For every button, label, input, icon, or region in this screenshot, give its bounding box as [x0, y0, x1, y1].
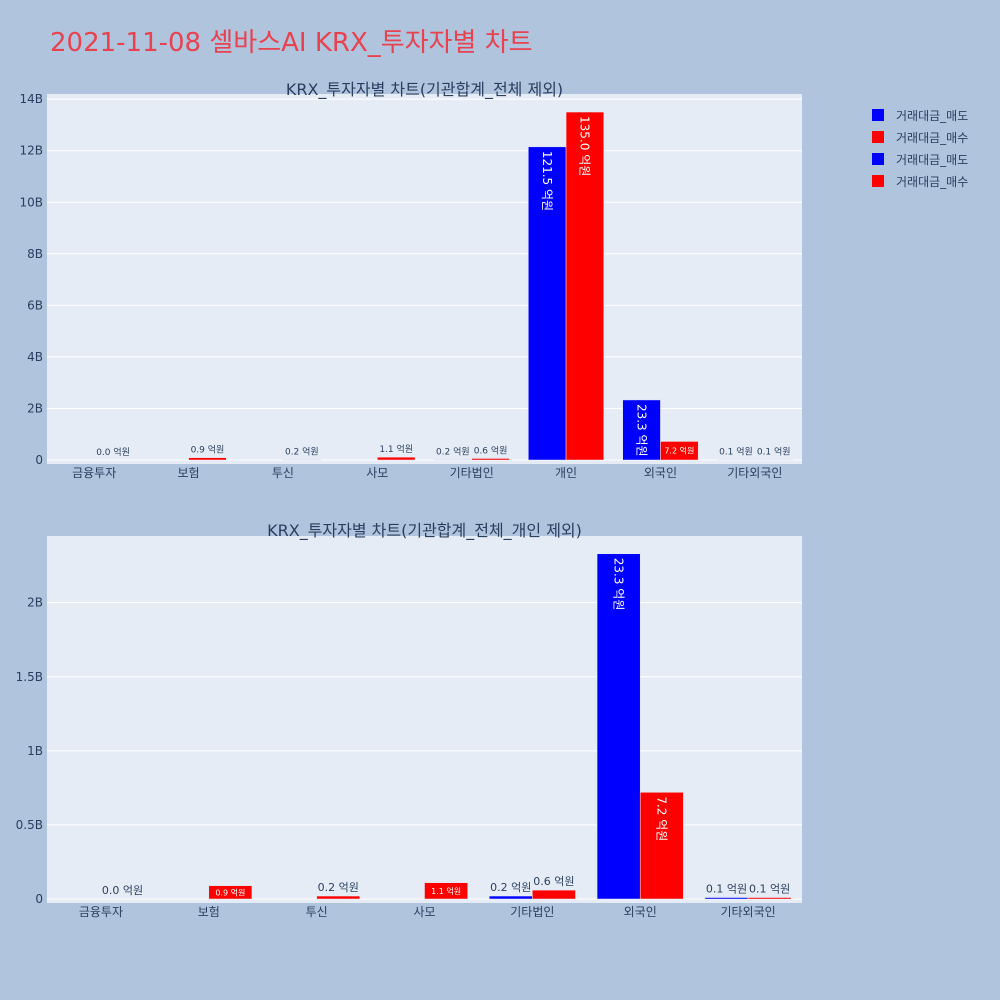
legend-label: 거래대금_매수 — [896, 130, 969, 145]
data-label: 0.2 억원 — [285, 445, 319, 457]
data-label: 0.6 억원 — [474, 444, 508, 456]
data-label: 0.1 억원 — [706, 883, 747, 896]
data-label: 23.3 억원 — [634, 404, 648, 457]
bar — [433, 459, 472, 461]
data-label: 0.9 억원 — [215, 887, 245, 897]
bar — [377, 456, 416, 461]
x-tick-label: 기타법인 — [450, 466, 494, 480]
bar — [565, 111, 605, 461]
x-tick-label: 개인 — [555, 466, 577, 480]
x-tick-label: 보험 — [178, 466, 200, 480]
bar — [471, 458, 510, 461]
bar — [639, 792, 684, 900]
legend-swatch-icon — [872, 109, 884, 121]
legend-item[interactable]: 거래대금_매수 — [872, 170, 968, 192]
legend[interactable]: 거래대금_매도 거래대금_매수 거래대금_매도 거래대금_매수 — [872, 104, 968, 192]
data-label: 0.0 억원 — [96, 446, 130, 458]
data-label: 135.0 억원 — [578, 116, 592, 176]
x-tick-label: 기타외국인 — [727, 466, 782, 480]
y-tick-label: 1.5B — [16, 670, 43, 684]
legend-swatch-icon — [872, 153, 884, 165]
data-label: 23.3 억원 — [611, 558, 625, 611]
plot-area — [47, 94, 802, 464]
data-label: 0.2 억원 — [490, 881, 531, 894]
data-label: 1.1 억원 — [379, 443, 413, 455]
y-tick-label: 0 — [35, 453, 43, 467]
data-label: 0.1 억원 — [749, 883, 790, 896]
legend-label: 거래대금_매도 — [896, 108, 969, 123]
chart-title: KRX_투자자별 차트(기관합계_전체_개인 제외) — [267, 521, 582, 541]
x-tick-label: 금융투자 — [79, 905, 123, 919]
x-tick-label: 사모 — [366, 466, 388, 480]
page-title: 2021-11-08 셀바스AI KRX_투자자별 차트 — [50, 28, 533, 58]
data-label: 7.2 억원 — [655, 796, 669, 841]
x-tick-label: 투신 — [272, 466, 294, 480]
bar — [532, 889, 576, 900]
legend-item[interactable]: 거래대금_매도 — [872, 148, 968, 170]
y-tick-label: 10B — [19, 195, 43, 209]
y-tick-label: 1B — [27, 744, 43, 758]
data-label: 0.1 억원 — [757, 446, 791, 458]
x-tick-label: 외국인 — [624, 905, 657, 919]
y-tick-label: 8B — [27, 247, 43, 261]
x-tick-label: 보험 — [198, 905, 220, 919]
x-tick-label: 사모 — [413, 905, 435, 919]
x-tick-label: 기타외국인 — [720, 905, 775, 919]
bar — [660, 441, 699, 461]
chart-title: KRX_투자자별 차트(기관합계_전체 제외) — [286, 80, 563, 100]
data-label: 0.1 억원 — [719, 446, 753, 458]
y-tick-label: 14B — [19, 92, 43, 106]
data-label: 0.6 억원 — [533, 875, 574, 888]
y-tick-label: 6B — [27, 298, 43, 312]
bar — [424, 882, 468, 900]
legend-swatch-icon — [872, 175, 884, 187]
bar — [316, 895, 361, 900]
data-label: 0.9 억원 — [191, 444, 225, 456]
bar — [622, 399, 661, 461]
data-label: 0.0 억원 — [102, 884, 143, 897]
x-tick-label: 투신 — [306, 905, 328, 919]
bar — [282, 459, 321, 461]
legend-label: 거래대금_매수 — [896, 174, 969, 189]
legend-item[interactable]: 거래대금_매수 — [872, 126, 968, 148]
bar — [747, 897, 792, 900]
plot-area — [47, 536, 802, 903]
y-tick-label: 0 — [35, 892, 43, 906]
y-tick-label: 4B — [27, 350, 43, 364]
data-label: 121.5 억원 — [540, 151, 554, 211]
x-tick-label: 기타법인 — [510, 905, 554, 919]
y-tick-label: 2B — [27, 401, 43, 415]
bar — [208, 885, 253, 900]
data-label: 7.2 억원 — [664, 446, 694, 456]
bar — [704, 897, 749, 900]
y-tick-label: 12B — [19, 144, 43, 158]
data-label: 0.2 억원 — [318, 881, 359, 894]
y-tick-label: 0.5B — [16, 818, 43, 832]
data-label: 0.2 억원 — [436, 445, 470, 457]
x-tick-label: 금융투자 — [72, 466, 116, 480]
bar — [488, 895, 533, 900]
data-label: 1.1 억원 — [431, 886, 461, 896]
bar — [188, 457, 227, 461]
legend-item[interactable]: 거래대금_매도 — [872, 104, 968, 126]
y-tick-label: 2B — [27, 596, 43, 610]
legend-label: 거래대금_매도 — [896, 152, 969, 167]
x-tick-label: 외국인 — [644, 466, 677, 480]
bar — [596, 553, 641, 900]
legend-swatch-icon — [872, 131, 884, 143]
